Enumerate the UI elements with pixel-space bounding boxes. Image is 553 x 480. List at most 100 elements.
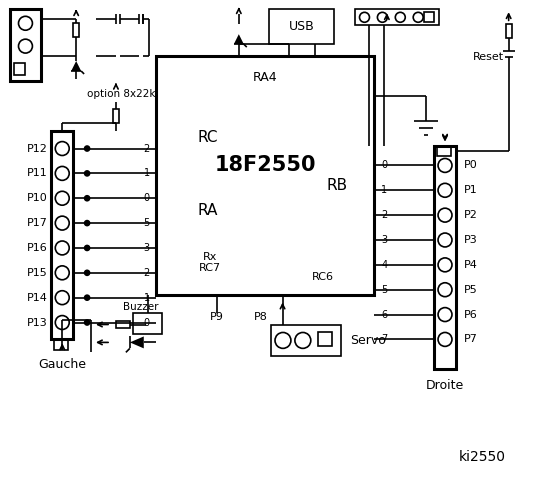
Circle shape (55, 266, 69, 280)
Circle shape (438, 308, 452, 322)
Text: P16: P16 (27, 243, 48, 253)
Text: 0: 0 (382, 160, 388, 170)
Bar (424, 12, 434, 22)
Text: USB: USB (289, 20, 315, 33)
Text: Gauche: Gauche (38, 358, 86, 371)
Bar (354, 9, 439, 25)
Circle shape (55, 192, 69, 205)
Text: 18F2550: 18F2550 (215, 156, 316, 175)
Circle shape (18, 16, 33, 30)
Circle shape (275, 333, 291, 348)
Text: 1: 1 (144, 168, 150, 179)
Text: P11: P11 (27, 168, 48, 179)
Bar (505, 24, 512, 38)
Text: P9: P9 (210, 312, 224, 322)
Text: RB: RB (326, 178, 347, 193)
Text: P4: P4 (464, 260, 478, 270)
Bar (73, 23, 79, 37)
Text: P8: P8 (254, 312, 268, 322)
Circle shape (438, 183, 452, 197)
Circle shape (85, 171, 90, 176)
Bar (13, 63, 25, 75)
Text: 3: 3 (382, 235, 388, 245)
Circle shape (85, 295, 90, 300)
Text: 3: 3 (144, 243, 150, 253)
Circle shape (438, 233, 452, 247)
Text: P13: P13 (27, 317, 48, 327)
Bar (271, 324, 341, 356)
Text: P14: P14 (27, 293, 48, 303)
Text: 5: 5 (382, 285, 388, 295)
Circle shape (55, 241, 69, 255)
Text: ki2550: ki2550 (459, 450, 506, 464)
Polygon shape (130, 336, 144, 348)
Circle shape (55, 216, 69, 230)
Text: P5: P5 (464, 285, 478, 295)
Text: Reset: Reset (473, 52, 504, 62)
Text: Rx: Rx (203, 252, 217, 262)
Circle shape (85, 196, 90, 201)
Circle shape (438, 258, 452, 272)
Circle shape (85, 221, 90, 226)
Circle shape (438, 208, 452, 222)
Circle shape (438, 333, 452, 347)
Text: 4: 4 (382, 260, 388, 270)
Circle shape (55, 167, 69, 180)
Bar (54, 340, 68, 350)
Text: P1: P1 (464, 185, 478, 195)
Circle shape (395, 12, 405, 22)
Bar (51, 131, 73, 339)
Text: RC7: RC7 (199, 263, 221, 273)
Circle shape (377, 12, 387, 22)
Text: Servo: Servo (351, 334, 387, 347)
Bar (9, 9, 41, 81)
Polygon shape (71, 61, 81, 71)
Text: 2: 2 (143, 268, 150, 278)
Text: 1: 1 (144, 293, 150, 303)
Circle shape (55, 291, 69, 305)
Circle shape (413, 12, 423, 22)
Bar (156, 56, 374, 295)
Text: P7: P7 (464, 335, 478, 345)
Text: P6: P6 (464, 310, 478, 320)
Text: option 8x22k: option 8x22k (87, 89, 155, 99)
Circle shape (85, 320, 90, 325)
Circle shape (85, 146, 90, 151)
Text: RA: RA (197, 203, 217, 217)
Text: 1: 1 (382, 185, 388, 195)
Text: P10: P10 (27, 193, 48, 203)
Circle shape (295, 333, 311, 348)
Bar (318, 333, 332, 347)
Text: 0: 0 (144, 193, 150, 203)
Bar (113, 109, 119, 123)
Text: P15: P15 (27, 268, 48, 278)
Text: RC: RC (197, 130, 218, 145)
Text: 7: 7 (382, 335, 388, 345)
Circle shape (438, 158, 452, 172)
Text: P12: P12 (27, 144, 48, 154)
Text: 5: 5 (143, 218, 150, 228)
Circle shape (18, 39, 33, 53)
Polygon shape (234, 34, 244, 44)
Circle shape (438, 283, 452, 297)
Text: 2: 2 (143, 144, 150, 154)
Circle shape (85, 245, 90, 251)
Bar (116, 321, 130, 328)
Bar (269, 9, 334, 44)
Text: 0: 0 (144, 317, 150, 327)
Text: RA4: RA4 (253, 72, 278, 84)
Text: Droite: Droite (426, 379, 464, 392)
Circle shape (55, 142, 69, 156)
Text: 6: 6 (382, 310, 388, 320)
Circle shape (85, 270, 90, 276)
Bar (434, 145, 456, 369)
Text: P0: P0 (464, 160, 478, 170)
Text: 2: 2 (382, 210, 388, 220)
Bar (437, 146, 451, 156)
Text: P3: P3 (464, 235, 478, 245)
Circle shape (359, 12, 369, 22)
Text: P2: P2 (464, 210, 478, 220)
Text: P17: P17 (27, 218, 48, 228)
Circle shape (55, 315, 69, 329)
Bar (133, 312, 163, 335)
